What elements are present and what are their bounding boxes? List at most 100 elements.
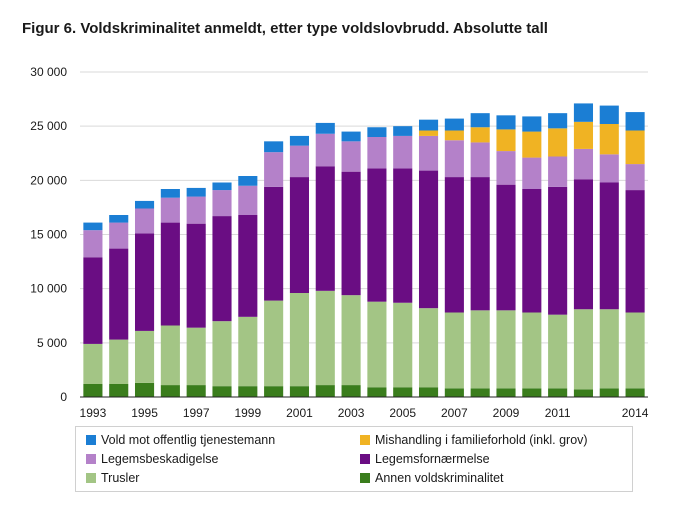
bar-segment	[444, 130, 464, 141]
x-tick-label: 2003	[338, 406, 365, 420]
bar-segment	[418, 119, 439, 131]
x-tick-label: 2014	[622, 406, 649, 420]
bar-segment	[418, 170, 439, 309]
bar-segment	[341, 131, 361, 142]
bar-segment	[212, 190, 232, 217]
legend-item-vold-mot-offentlig-tjenestemann: Vold mot offentlig tjenestemann	[86, 433, 275, 447]
legend-swatch	[360, 454, 370, 464]
y-tick-label: 0	[60, 390, 67, 404]
bar-segment	[186, 385, 206, 397]
bar-segment	[341, 385, 361, 397]
bar-segment	[160, 189, 180, 198]
bar-segment	[444, 388, 464, 397]
bar-segment	[548, 128, 568, 157]
bar-segment	[134, 200, 155, 209]
bar-segment	[289, 145, 310, 178]
bar-segment	[548, 314, 568, 389]
bar-segment	[264, 141, 284, 153]
bar-segment	[496, 388, 516, 397]
bar-segment	[522, 312, 542, 389]
bar-segment	[264, 386, 284, 397]
bar-segment	[83, 343, 103, 384]
bar-segment	[393, 135, 413, 169]
bar-segment	[315, 133, 335, 167]
bar-segment	[599, 105, 619, 124]
bar-segment	[625, 190, 645, 313]
bar-segment	[496, 151, 516, 185]
bar-segment	[444, 140, 464, 178]
bar-segment	[134, 208, 155, 234]
bar-segment	[238, 316, 258, 387]
legend-label: Mishandling i familieforhold (inkl. grov…	[375, 433, 588, 447]
x-tick-label: 2005	[389, 406, 416, 420]
y-tick-label: 30 000	[30, 65, 67, 79]
bar-segment	[212, 182, 232, 191]
bar-segment	[341, 171, 361, 296]
bar-segment	[160, 385, 180, 397]
bar-segment	[212, 216, 232, 322]
bar-segment	[522, 189, 542, 313]
bar-segment	[83, 230, 103, 258]
x-tick-label: 2009	[493, 406, 520, 420]
bar-segment	[367, 387, 387, 397]
bar-segment	[160, 325, 180, 386]
bar-segment	[625, 112, 645, 131]
x-tick-label: 2001	[286, 406, 313, 420]
bar-segment	[496, 115, 516, 130]
bar-segment	[315, 290, 335, 386]
bar-segment	[393, 302, 413, 388]
bar-segment	[264, 300, 284, 387]
bar-segment	[341, 141, 361, 172]
bar-segment	[573, 309, 594, 390]
legend-label: Vold mot offentlig tjenestemann	[101, 433, 276, 447]
bar-segment	[573, 121, 594, 149]
bar-segment	[393, 387, 413, 397]
bar-segment	[109, 215, 129, 223]
bar-segment	[599, 388, 619, 397]
y-tick-label: 15 000	[30, 228, 67, 242]
bar-segment	[418, 387, 439, 397]
bar-segment	[522, 388, 542, 397]
bar-segment	[289, 135, 310, 146]
bar-segment	[625, 130, 645, 165]
bar-segment	[470, 177, 490, 311]
bar-segment	[134, 382, 155, 397]
legend-label: Trusler	[101, 471, 140, 485]
bar-segment	[341, 295, 361, 386]
x-axis-ticks: 1993 1995 1997 1999 2001 2003 2005 2007 2009 2011…	[80, 406, 649, 420]
bar-segment	[548, 113, 568, 129]
bar-segment	[186, 196, 206, 224]
bar-segment	[367, 301, 387, 388]
bar-segment	[238, 215, 258, 317]
bar-segment	[470, 127, 490, 143]
bar-segment	[212, 386, 232, 397]
bar-segment	[599, 124, 619, 155]
bar-segment	[418, 130, 439, 136]
bar-segment	[238, 386, 258, 397]
x-tick-label: 1997	[183, 406, 210, 420]
x-tick-label: 1993	[80, 406, 107, 420]
bar-segment	[109, 339, 129, 384]
bar-segment	[186, 223, 206, 328]
bar-segment	[289, 386, 310, 397]
bar-segment	[238, 176, 258, 186]
legend-swatch	[360, 473, 370, 483]
legend-swatch	[86, 454, 96, 464]
bar-segment	[470, 310, 490, 389]
x-tick-label: 1995	[131, 406, 158, 420]
stacked-bar-chart: 0 5 000 10 000 15 000 20 000 25 000 30 000 199…	[30, 65, 649, 420]
legend-label: Legemsbeskadigelse	[101, 452, 219, 466]
y-tick-label: 20 000	[30, 173, 67, 187]
bar-segment	[186, 327, 206, 386]
bar-segment	[134, 233, 155, 331]
legend: Vold mot offentlig tjenestemann Mishandl…	[75, 426, 633, 492]
bar-segment	[444, 177, 464, 313]
bar-segment	[367, 168, 387, 302]
legend-swatch	[360, 435, 370, 445]
bar-segment	[496, 129, 516, 152]
legend-item-legemsfornaermelse: Legemsfornærmelse	[360, 452, 490, 466]
x-tick-label: 2007	[441, 406, 468, 420]
bar-segment	[367, 127, 387, 137]
bar-segment	[264, 152, 284, 187]
bar-segment	[522, 131, 542, 158]
